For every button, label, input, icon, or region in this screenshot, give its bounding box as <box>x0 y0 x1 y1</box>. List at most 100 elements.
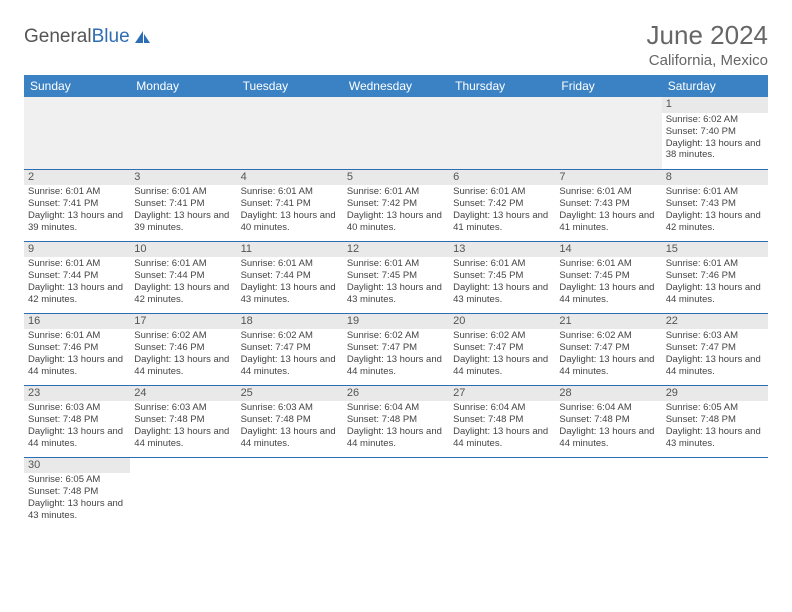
calendar-day-cell <box>24 97 130 169</box>
calendar-body: 1Sunrise: 6:02 AMSunset: 7:40 PMDaylight… <box>24 97 768 529</box>
calendar-day-cell <box>662 457 768 529</box>
weekday-header: Thursday <box>449 75 555 97</box>
day-number: 12 <box>343 242 449 258</box>
day-details: Sunrise: 6:02 AMSunset: 7:47 PMDaylight:… <box>241 330 339 378</box>
calendar-day-cell: 25Sunrise: 6:03 AMSunset: 7:48 PMDayligh… <box>237 385 343 457</box>
calendar-day-cell <box>343 457 449 529</box>
day-details: Sunrise: 6:05 AMSunset: 7:48 PMDaylight:… <box>28 474 126 522</box>
weekday-header: Friday <box>555 75 661 97</box>
calendar-day-cell <box>555 97 661 169</box>
calendar-day-cell: 9Sunrise: 6:01 AMSunset: 7:44 PMDaylight… <box>24 241 130 313</box>
logo: GeneralBlue <box>24 26 153 48</box>
weekday-header: Sunday <box>24 75 130 97</box>
calendar-day-cell <box>449 97 555 169</box>
weekday-header: Wednesday <box>343 75 449 97</box>
day-details: Sunrise: 6:01 AMSunset: 7:42 PMDaylight:… <box>453 186 551 234</box>
logo-text-2: Blue <box>92 26 130 48</box>
day-number: 26 <box>343 386 449 402</box>
day-number: 14 <box>555 242 661 258</box>
day-number: 28 <box>555 386 661 402</box>
calendar-week-row: 23Sunrise: 6:03 AMSunset: 7:48 PMDayligh… <box>24 385 768 457</box>
day-details: Sunrise: 6:01 AMSunset: 7:44 PMDaylight:… <box>134 258 232 306</box>
day-details: Sunrise: 6:02 AMSunset: 7:40 PMDaylight:… <box>666 114 764 162</box>
calendar-day-cell: 16Sunrise: 6:01 AMSunset: 7:46 PMDayligh… <box>24 313 130 385</box>
calendar-day-cell: 20Sunrise: 6:02 AMSunset: 7:47 PMDayligh… <box>449 313 555 385</box>
day-details: Sunrise: 6:02 AMSunset: 7:47 PMDaylight:… <box>453 330 551 378</box>
day-number: 1 <box>662 97 768 113</box>
title-block: June 2024 California, Mexico <box>647 20 768 69</box>
day-number: 8 <box>662 170 768 186</box>
calendar-day-cell: 11Sunrise: 6:01 AMSunset: 7:44 PMDayligh… <box>237 241 343 313</box>
day-details: Sunrise: 6:01 AMSunset: 7:45 PMDaylight:… <box>453 258 551 306</box>
day-details: Sunrise: 6:01 AMSunset: 7:45 PMDaylight:… <box>347 258 445 306</box>
calendar-day-cell <box>130 97 236 169</box>
day-details: Sunrise: 6:03 AMSunset: 7:47 PMDaylight:… <box>666 330 764 378</box>
calendar-day-cell: 17Sunrise: 6:02 AMSunset: 7:46 PMDayligh… <box>130 313 236 385</box>
day-number: 18 <box>237 314 343 330</box>
day-number: 5 <box>343 170 449 186</box>
day-details: Sunrise: 6:01 AMSunset: 7:41 PMDaylight:… <box>134 186 232 234</box>
day-number: 11 <box>237 242 343 258</box>
day-number: 21 <box>555 314 661 330</box>
calendar-day-cell: 3Sunrise: 6:01 AMSunset: 7:41 PMDaylight… <box>130 169 236 241</box>
day-number: 4 <box>237 170 343 186</box>
calendar-day-cell: 13Sunrise: 6:01 AMSunset: 7:45 PMDayligh… <box>449 241 555 313</box>
calendar-day-cell: 5Sunrise: 6:01 AMSunset: 7:42 PMDaylight… <box>343 169 449 241</box>
calendar-week-row: 9Sunrise: 6:01 AMSunset: 7:44 PMDaylight… <box>24 241 768 313</box>
day-number: 27 <box>449 386 555 402</box>
day-details: Sunrise: 6:01 AMSunset: 7:46 PMDaylight:… <box>28 330 126 378</box>
day-number: 2 <box>24 170 130 186</box>
calendar-day-cell: 27Sunrise: 6:04 AMSunset: 7:48 PMDayligh… <box>449 385 555 457</box>
day-details: Sunrise: 6:05 AMSunset: 7:48 PMDaylight:… <box>666 402 764 450</box>
day-number: 15 <box>662 242 768 258</box>
calendar-day-cell <box>237 97 343 169</box>
calendar-day-cell: 15Sunrise: 6:01 AMSunset: 7:46 PMDayligh… <box>662 241 768 313</box>
day-details: Sunrise: 6:04 AMSunset: 7:48 PMDaylight:… <box>347 402 445 450</box>
day-number: 19 <box>343 314 449 330</box>
day-details: Sunrise: 6:04 AMSunset: 7:48 PMDaylight:… <box>453 402 551 450</box>
weekday-header-row: SundayMondayTuesdayWednesdayThursdayFrid… <box>24 75 768 97</box>
calendar-day-cell: 6Sunrise: 6:01 AMSunset: 7:42 PMDaylight… <box>449 169 555 241</box>
day-details: Sunrise: 6:02 AMSunset: 7:46 PMDaylight:… <box>134 330 232 378</box>
calendar-day-cell: 4Sunrise: 6:01 AMSunset: 7:41 PMDaylight… <box>237 169 343 241</box>
calendar-week-row: 30Sunrise: 6:05 AMSunset: 7:48 PMDayligh… <box>24 457 768 529</box>
calendar-day-cell: 1Sunrise: 6:02 AMSunset: 7:40 PMDaylight… <box>662 97 768 169</box>
calendar-day-cell: 21Sunrise: 6:02 AMSunset: 7:47 PMDayligh… <box>555 313 661 385</box>
day-details: Sunrise: 6:01 AMSunset: 7:46 PMDaylight:… <box>666 258 764 306</box>
calendar-day-cell: 7Sunrise: 6:01 AMSunset: 7:43 PMDaylight… <box>555 169 661 241</box>
month-title: June 2024 <box>647 20 768 51</box>
day-number: 10 <box>130 242 236 258</box>
calendar-table: SundayMondayTuesdayWednesdayThursdayFrid… <box>24 75 768 529</box>
calendar-day-cell: 12Sunrise: 6:01 AMSunset: 7:45 PMDayligh… <box>343 241 449 313</box>
calendar-day-cell: 22Sunrise: 6:03 AMSunset: 7:47 PMDayligh… <box>662 313 768 385</box>
calendar-day-cell: 14Sunrise: 6:01 AMSunset: 7:45 PMDayligh… <box>555 241 661 313</box>
day-details: Sunrise: 6:01 AMSunset: 7:45 PMDaylight:… <box>559 258 657 306</box>
day-number: 20 <box>449 314 555 330</box>
day-number: 7 <box>555 170 661 186</box>
day-details: Sunrise: 6:01 AMSunset: 7:44 PMDaylight:… <box>28 258 126 306</box>
calendar-day-cell: 30Sunrise: 6:05 AMSunset: 7:48 PMDayligh… <box>24 457 130 529</box>
calendar-week-row: 2Sunrise: 6:01 AMSunset: 7:41 PMDaylight… <box>24 169 768 241</box>
day-number: 24 <box>130 386 236 402</box>
day-details: Sunrise: 6:01 AMSunset: 7:43 PMDaylight:… <box>666 186 764 234</box>
location: California, Mexico <box>647 52 768 69</box>
day-details: Sunrise: 6:04 AMSunset: 7:48 PMDaylight:… <box>559 402 657 450</box>
day-number: 22 <box>662 314 768 330</box>
calendar-page: GeneralBlue June 2024 California, Mexico… <box>0 0 792 539</box>
calendar-day-cell: 10Sunrise: 6:01 AMSunset: 7:44 PMDayligh… <box>130 241 236 313</box>
calendar-day-cell: 28Sunrise: 6:04 AMSunset: 7:48 PMDayligh… <box>555 385 661 457</box>
calendar-day-cell: 18Sunrise: 6:02 AMSunset: 7:47 PMDayligh… <box>237 313 343 385</box>
day-number: 13 <box>449 242 555 258</box>
calendar-day-cell: 2Sunrise: 6:01 AMSunset: 7:41 PMDaylight… <box>24 169 130 241</box>
day-details: Sunrise: 6:02 AMSunset: 7:47 PMDaylight:… <box>347 330 445 378</box>
calendar-day-cell: 26Sunrise: 6:04 AMSunset: 7:48 PMDayligh… <box>343 385 449 457</box>
day-number: 25 <box>237 386 343 402</box>
logo-sail-icon <box>133 29 153 45</box>
calendar-day-cell <box>343 97 449 169</box>
day-number: 16 <box>24 314 130 330</box>
calendar-day-cell <box>130 457 236 529</box>
day-number: 23 <box>24 386 130 402</box>
calendar-day-cell <box>237 457 343 529</box>
weekday-header: Saturday <box>662 75 768 97</box>
day-number: 6 <box>449 170 555 186</box>
